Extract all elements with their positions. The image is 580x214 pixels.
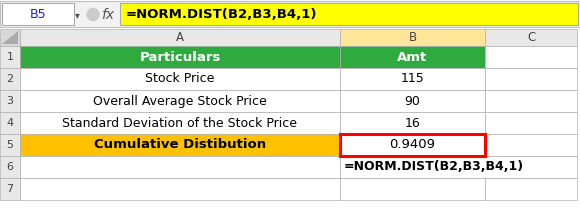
Bar <box>340 156 577 178</box>
Bar <box>0 134 20 156</box>
Bar <box>0 178 20 200</box>
Bar <box>485 90 577 112</box>
Text: 3: 3 <box>6 96 13 106</box>
Bar <box>0 1 580 27</box>
Polygon shape <box>2 31 18 44</box>
Text: Amt: Amt <box>397 51 427 64</box>
Bar <box>20 134 340 156</box>
Text: 16: 16 <box>405 116 420 129</box>
Text: Standard Deviation of the Stock Price: Standard Deviation of the Stock Price <box>63 116 298 129</box>
Bar <box>0 46 20 68</box>
Bar <box>20 90 340 112</box>
Text: A: A <box>176 31 184 44</box>
Bar <box>485 68 577 90</box>
Text: 0.9409: 0.9409 <box>390 138 436 152</box>
Circle shape <box>87 9 99 21</box>
Bar <box>120 3 578 25</box>
Text: ▾: ▾ <box>75 10 79 20</box>
Bar <box>485 178 577 200</box>
Bar <box>20 156 340 178</box>
Bar <box>20 178 340 200</box>
Text: 115: 115 <box>401 73 425 86</box>
Bar <box>0 68 20 90</box>
Bar <box>20 68 340 90</box>
Text: Particulars: Particulars <box>139 51 220 64</box>
Bar <box>0 112 20 134</box>
Text: C: C <box>527 31 535 44</box>
Bar <box>20 29 340 46</box>
Text: B5: B5 <box>30 8 46 21</box>
Text: Stock Price: Stock Price <box>146 73 215 86</box>
Text: fx: fx <box>102 7 115 21</box>
Bar <box>340 46 485 68</box>
Text: 1: 1 <box>6 52 13 62</box>
Bar <box>2 3 74 25</box>
Bar <box>340 112 485 134</box>
Bar <box>340 68 485 90</box>
Bar <box>485 134 577 156</box>
Text: 4: 4 <box>6 118 13 128</box>
Text: 5: 5 <box>6 140 13 150</box>
Text: 90: 90 <box>405 95 420 107</box>
Bar <box>0 90 20 112</box>
Text: 2: 2 <box>6 74 13 84</box>
Bar <box>485 46 577 68</box>
Bar <box>340 29 485 46</box>
Text: Overall Average Stock Price: Overall Average Stock Price <box>93 95 267 107</box>
Bar <box>20 112 340 134</box>
Text: 6: 6 <box>6 162 13 172</box>
Text: Cumulative Distibution: Cumulative Distibution <box>94 138 266 152</box>
Bar <box>20 46 340 68</box>
Bar <box>485 29 577 46</box>
Bar <box>340 134 485 156</box>
Text: =NORM.DIST(B2,B3,B4,1): =NORM.DIST(B2,B3,B4,1) <box>344 160 524 174</box>
Bar <box>0 156 20 178</box>
Bar <box>485 112 577 134</box>
Bar <box>0 29 20 46</box>
Bar <box>340 90 485 112</box>
Text: B: B <box>408 31 416 44</box>
Bar <box>340 178 485 200</box>
Text: =NORM.DIST(B2,B3,B4,1): =NORM.DIST(B2,B3,B4,1) <box>126 8 317 21</box>
Text: 7: 7 <box>6 184 13 194</box>
